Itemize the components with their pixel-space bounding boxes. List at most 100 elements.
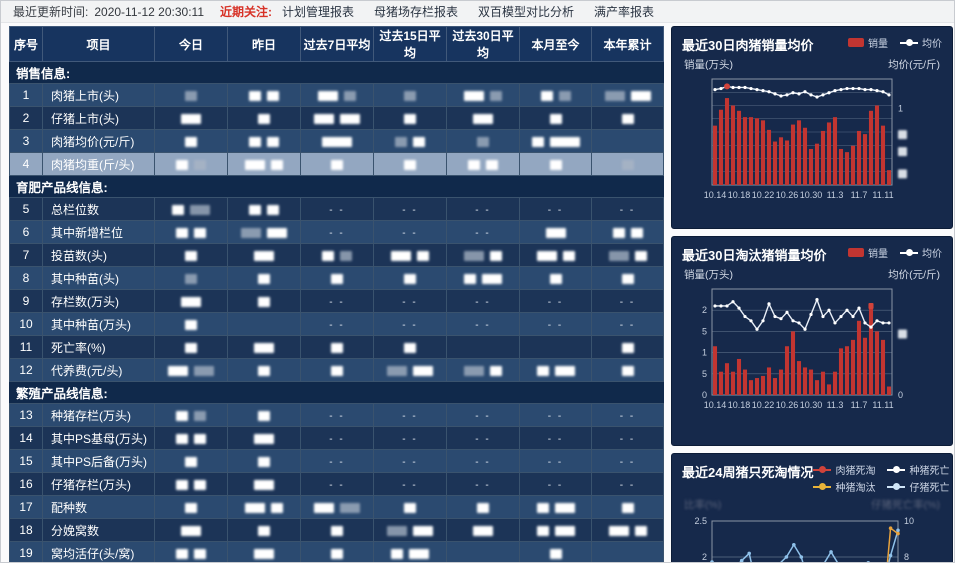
section-row: 销售信息:: [9, 61, 664, 84]
chart-plot-cull-pig-sales[interactable]: 2 5 1 5 0 0 10.14 10.18 10.22 10.26 10.30 11.3 11.7 1…: [682, 283, 942, 423]
svg-text:11.3: 11.3: [827, 400, 844, 410]
nav-link-capacity-report[interactable]: 满产率报表: [594, 5, 655, 19]
redacted-value: [417, 250, 429, 261]
redacted-value: [621, 502, 634, 513]
row-value-cell: [591, 243, 664, 267]
row-value-cell: [300, 518, 374, 542]
table-row[interactable]: 10 其中种苗(万头) - - - - - - - - - -: [9, 312, 664, 336]
legend-item[interactable]: 种猪淘汰: [813, 479, 875, 494]
nav-link-sow-farm-report[interactable]: 母猪场存栏报表: [374, 5, 459, 19]
nav-link-model-compare[interactable]: 双百模型对比分析: [478, 5, 575, 19]
table-row[interactable]: 2 仔猪上市(头): [9, 106, 664, 130]
empty-value-dash: - -: [329, 480, 345, 491]
redacted-value: [254, 250, 274, 261]
row-value-cell: [154, 129, 228, 153]
row-value-cell: [519, 518, 592, 542]
legend-item[interactable]: 销量: [848, 245, 888, 260]
redacted-value: [185, 502, 197, 513]
redacted-value: [486, 159, 498, 170]
redacted-value: [322, 250, 334, 261]
redacted-value: [267, 204, 279, 215]
legend-label: 种猪死亡: [909, 466, 950, 477]
table-row[interactable]: 8 其中种苗(头): [9, 266, 664, 290]
table-row[interactable]: 15 其中PS后备(万头) - - - - - - - - - -: [9, 449, 664, 473]
row-value-cell: [227, 152, 301, 176]
redacted-value: [194, 410, 206, 421]
row-index: 8: [9, 266, 43, 290]
row-value-cell: [154, 106, 228, 130]
main-area: 序号 项目 今日 昨日 过去7日平均 过去15日平均 过去30日平均 本月至今 …: [1, 23, 954, 562]
empty-value-dash: - -: [329, 320, 345, 331]
redacted-value: [391, 548, 403, 559]
table-row[interactable]: 19 窝均活仔(头/窝): [9, 541, 664, 562]
row-item-label: 投苗数(头): [42, 243, 155, 267]
row-value-cell: [227, 289, 301, 313]
table-row[interactable]: 4 肉猪均重(斤/头): [9, 152, 664, 176]
redacted-value: [490, 90, 502, 101]
row-value-cell: - -: [373, 197, 447, 221]
chart-plot-pig-sales[interactable]: 1 10.14 10.18 10.22 10.26 10.30 11.3 11.7 11.11: [682, 73, 942, 213]
update-time-value: 2020-11-12 20:30:11: [94, 4, 204, 19]
nav-link-plan-report[interactable]: 计划管理报表: [282, 5, 355, 19]
legend-item[interactable]: 均价: [900, 245, 942, 260]
row-item-label: 其中PS基母(万头): [42, 426, 155, 450]
empty-value-dash: - -: [547, 457, 564, 468]
redacted-value: [464, 90, 484, 101]
legend-item[interactable]: 均价: [900, 35, 942, 50]
redacted-value: [172, 204, 184, 215]
redacted-value: [464, 250, 484, 261]
table-row[interactable]: 13 种猪存栏(万头) - - - - - - - - - -: [9, 403, 664, 427]
table-row[interactable]: 7 投苗数(头): [9, 243, 664, 267]
row-value-cell: - -: [519, 289, 592, 313]
table-row[interactable]: 14 其中PS基母(万头) - - - - - - - - - -: [9, 426, 664, 450]
table-row[interactable]: 5 总栏位数 - - - - - - - - - -: [9, 197, 664, 221]
table-row[interactable]: 18 分娩窝数: [9, 518, 664, 542]
redacted-value: [612, 227, 625, 238]
redacted-value: [194, 159, 206, 170]
top-bar: 最近更新时间: 2020-11-12 20:30:11 近期关注: 计划管理报表…: [1, 1, 954, 23]
table-row[interactable]: 3 肉猪均价(元/斤): [9, 129, 664, 153]
table-row[interactable]: 1 肉猪上市(头): [9, 83, 664, 107]
row-index: 17: [9, 495, 43, 519]
row-value-cell: [519, 106, 592, 130]
redacted-value: [621, 342, 634, 353]
chart-legend[interactable]: 肉猪死淘 种猪死亡种猪淘汰 仔猪死亡: [813, 462, 949, 494]
row-value-cell: [154, 472, 228, 496]
row-value-cell: [591, 152, 664, 176]
table-row[interactable]: 9 存栏数(万头) - - - - - - - - - -: [9, 289, 664, 313]
table-row[interactable]: 12 代养费(元/头): [9, 358, 664, 382]
section-label: 育肥产品线信息:: [9, 175, 664, 198]
row-value-cell: [373, 243, 447, 267]
table-row[interactable]: 16 仔猪存栏(万头) - - - - - - - - - -: [9, 472, 664, 496]
chart-plot-death-cull[interactable]: 2.510281.56140.5200: [682, 513, 942, 562]
empty-value-dash: - -: [402, 320, 418, 331]
legend-item[interactable]: 仔猪死亡: [887, 479, 949, 494]
empty-value-dash: - -: [329, 457, 345, 468]
redacted-value: [314, 502, 334, 513]
chart-legend[interactable]: 销量 均价: [848, 35, 942, 50]
svg-text:10.14: 10.14: [704, 190, 727, 200]
row-value-cell: [154, 449, 228, 473]
redacted-value: [395, 136, 407, 147]
empty-value-dash: - -: [619, 434, 636, 445]
legend-item[interactable]: 销量: [848, 35, 888, 50]
row-value-cell: [300, 266, 374, 290]
legend-item[interactable]: 肉猪死淘: [813, 462, 875, 477]
row-value-cell: - -: [373, 449, 447, 473]
table-row[interactable]: 11 死亡率(%): [9, 335, 664, 359]
svg-text:1: 1: [898, 104, 903, 114]
table-row[interactable]: 6 其中新增栏位 - - - - - -: [9, 220, 664, 244]
svg-text:0: 0: [898, 390, 903, 400]
row-value-cell: [373, 106, 447, 130]
redacted-value: [404, 502, 416, 513]
empty-value-dash: - -: [547, 205, 564, 216]
redacted-value: [181, 113, 201, 124]
row-value-cell: [227, 266, 301, 290]
chart-legend[interactable]: 销量 均价: [848, 245, 942, 260]
col-header-month-to-date: 本月至今: [519, 26, 592, 62]
redacted-value: [634, 525, 647, 536]
legend-item[interactable]: 种猪死亡: [887, 462, 949, 477]
row-value-cell: - -: [519, 426, 592, 450]
table-row[interactable]: 17 配种数: [9, 495, 664, 519]
row-value-cell: [591, 335, 664, 359]
